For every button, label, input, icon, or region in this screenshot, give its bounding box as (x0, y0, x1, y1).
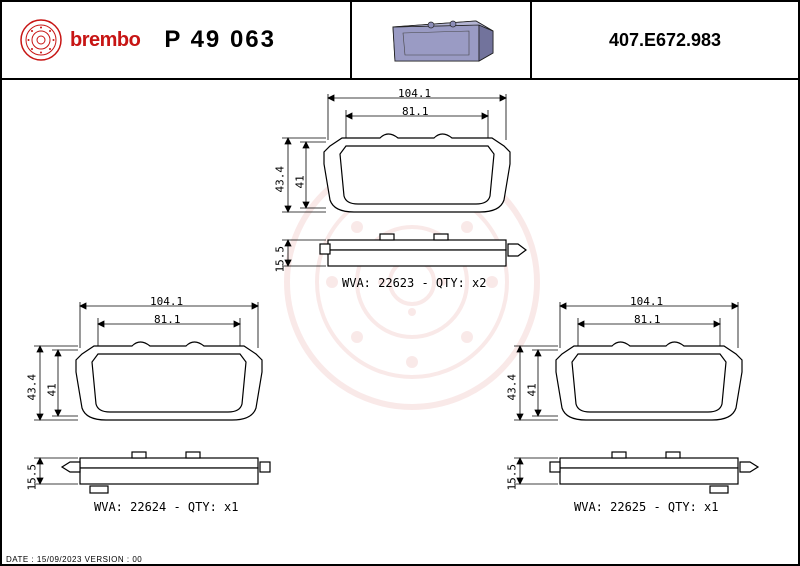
header-thumbnail-cell (352, 2, 532, 78)
footer-date-version: DATE : 15/09/2023 VERSION : 00 (6, 555, 142, 564)
header-reference-cell: 407.E672.983 (532, 2, 798, 78)
dim-width-inner: 81.1 (402, 105, 429, 118)
dim-height-inner: 41 (526, 383, 539, 396)
right-pad-assembly: 104.1 81.1 43.4 41 15.5 WVA: 22625 - QTY… (512, 298, 772, 528)
brembo-logo: brembo (20, 19, 140, 61)
dim-thickness: 15.5 (274, 246, 287, 273)
dim-height-outer: 43.4 (26, 374, 39, 401)
wva-label: WVA: 22623 - QTY: x2 (342, 276, 487, 290)
dim-height-inner: 41 (46, 383, 59, 396)
part-number: P 49 063 (164, 26, 276, 54)
dim-height-outer: 43.4 (274, 166, 287, 193)
dim-width-outer: 104.1 (398, 87, 431, 100)
wva-label: WVA: 22624 - QTY: x1 (94, 500, 239, 514)
dim-thickness: 15.5 (506, 464, 519, 491)
dim-height-inner: 41 (294, 175, 307, 188)
brake-pad-iso-icon (381, 15, 501, 65)
dim-height-outer: 43.4 (506, 374, 519, 401)
drawing-content: 104.1 81.1 43.4 41 15.5 WVA: 22623 - QTY… (2, 82, 798, 546)
top-pad-assembly: 104.1 81.1 43.4 41 15.5 WVA: 22623 - QTY… (280, 90, 540, 300)
left-pad-assembly: 104.1 81.1 43.4 41 15.5 WVA: 22624 - QTY… (32, 298, 292, 528)
reference-number: 407.E672.983 (609, 30, 721, 51)
header: brembo P 49 063 407.E672.983 (2, 2, 798, 80)
dim-thickness: 15.5 (26, 464, 39, 491)
header-brand-cell: brembo P 49 063 (2, 2, 352, 78)
left-pad-drawing (32, 298, 292, 528)
brand-text: brembo (70, 29, 140, 52)
right-pad-drawing (512, 298, 772, 528)
dim-width-inner: 81.1 (634, 313, 661, 326)
dim-width-outer: 104.1 (630, 295, 663, 308)
wva-label: WVA: 22625 - QTY: x1 (574, 500, 719, 514)
dim-width-outer: 104.1 (150, 295, 183, 308)
brembo-disc-icon (20, 19, 62, 61)
dim-width-inner: 81.1 (154, 313, 181, 326)
top-pad-drawing (280, 90, 540, 300)
technical-drawing-page: brembo P 49 063 407.E672.983 (0, 0, 800, 566)
